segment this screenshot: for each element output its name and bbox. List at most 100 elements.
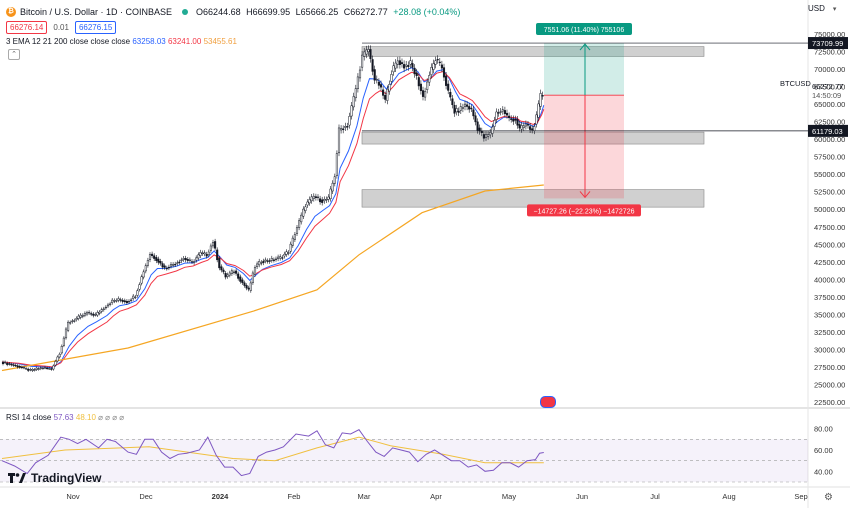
candle: [531, 128, 534, 131]
candle: [484, 134, 488, 138]
us-flag-icon[interactable]: [540, 396, 556, 408]
y-tick-label: 72500.00: [814, 48, 845, 57]
candle: [518, 124, 521, 129]
visibility-icons[interactable]: ⌀ ⌀ ⌀ ⌀: [98, 413, 125, 422]
candle: [350, 105, 353, 117]
loss-zone: [544, 95, 624, 199]
candle: [235, 270, 238, 274]
ema-200-line: [1, 184, 544, 372]
candle: [201, 252, 204, 254]
candle: [537, 103, 540, 118]
candle: [8, 363, 11, 365]
candle: [306, 201, 309, 206]
candle: [260, 262, 263, 264]
buy-button[interactable]: 66276.15: [74, 21, 117, 34]
level-tag: [808, 124, 848, 137]
ema-mid-line: [1, 71, 545, 368]
sell-button[interactable]: 66276.14: [6, 21, 48, 34]
chart-header: ₿ Bitcoin / U.S. Dollar · 1D · COINBASE …: [6, 4, 463, 20]
candle: [285, 251, 288, 255]
candle: [207, 251, 210, 256]
candle: [157, 258, 160, 263]
candle: [264, 259, 267, 262]
candle: [92, 313, 95, 316]
candle: [35, 367, 38, 370]
candle: [459, 106, 462, 111]
candle: [302, 208, 305, 217]
candle: [480, 130, 483, 134]
candle: [73, 320, 76, 322]
candle: [295, 227, 299, 234]
x-tick-label: Aug: [722, 492, 735, 501]
candle: [153, 255, 156, 259]
profit-zone: [544, 43, 624, 96]
y-tick-label: 27500.00: [814, 363, 845, 372]
rsi-legend[interactable]: RSI 14 close 57.63 48.10 ⌀ ⌀ ⌀ ⌀: [6, 413, 124, 422]
high-value: H66699.95: [246, 7, 291, 17]
candle: [535, 114, 538, 125]
candle: [304, 206, 307, 211]
y-tick-label: 47500.00: [814, 223, 845, 232]
gear-icon[interactable]: ⚙: [824, 492, 833, 503]
ema-fast-line: [1, 67, 545, 369]
candle: [96, 312, 99, 316]
candle: [298, 220, 301, 228]
candle: [167, 266, 170, 269]
ema-legend[interactable]: 3 EMA 12 21 200 close close close 63258.…: [6, 37, 237, 46]
x-tick-label: Mar: [358, 492, 371, 501]
candle: [363, 51, 366, 57]
rsi-tick-label: 40.00: [814, 467, 833, 476]
y-tick-label: 25000.00: [814, 380, 845, 389]
candle: [106, 304, 110, 307]
candle: [46, 367, 49, 370]
candle: [342, 128, 345, 131]
candle: [453, 105, 456, 114]
candle: [18, 366, 21, 368]
chevron-up-icon[interactable]: ⌃: [8, 49, 20, 60]
spread-value: 0.01: [53, 23, 69, 32]
candle: [83, 313, 86, 316]
candle: [512, 118, 515, 122]
candle: [22, 367, 26, 369]
candle: [327, 196, 330, 200]
candle: [148, 254, 152, 260]
candle: [165, 267, 168, 270]
currency-selector[interactable]: USD ▾: [808, 4, 836, 13]
x-tick-label: May: [502, 492, 516, 501]
target-label-box: [536, 23, 632, 36]
candle: [134, 296, 137, 299]
candle: [468, 106, 471, 110]
candle: [33, 369, 36, 371]
tradingview-logo-icon: [8, 472, 26, 483]
candle: [445, 75, 448, 86]
candle: [41, 367, 44, 370]
candle: [94, 314, 97, 316]
rsi-tick-label: 60.00: [814, 446, 833, 455]
candle: [524, 123, 527, 127]
candle: [27, 368, 30, 371]
candle: [365, 49, 368, 55]
candle: [407, 65, 410, 68]
candle: [386, 88, 389, 101]
candle: [266, 260, 269, 262]
candle: [516, 119, 519, 126]
candle: [371, 59, 374, 72]
candle: [104, 306, 107, 309]
candle: [354, 88, 357, 99]
candle: [361, 54, 364, 68]
candle: [127, 300, 131, 303]
candle: [88, 311, 91, 314]
candle: [214, 241, 217, 249]
candle: [161, 263, 164, 268]
symbol-title[interactable]: Bitcoin / U.S. Dollar · 1D · COINBASE: [20, 7, 173, 17]
candle: [29, 369, 32, 371]
candle: [268, 260, 271, 262]
candle: [130, 299, 133, 301]
candle: [375, 79, 378, 81]
candle: [367, 49, 370, 53]
x-tick-label: Sep: [794, 492, 807, 501]
candle: [358, 69, 362, 79]
candle: [117, 298, 120, 301]
candle: [251, 272, 254, 283]
